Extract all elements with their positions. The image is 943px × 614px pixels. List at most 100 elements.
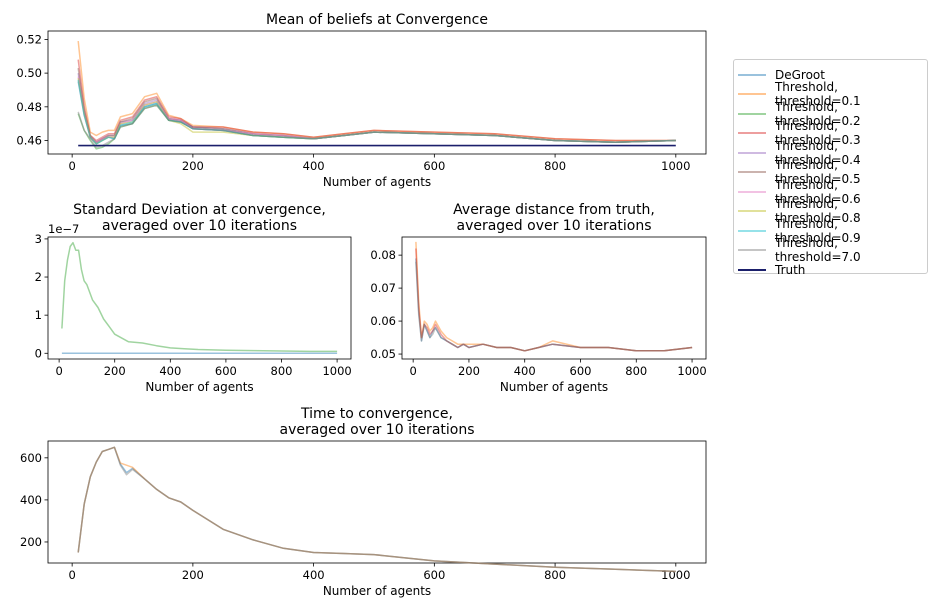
series-line <box>77 81 676 145</box>
y-tick-label: 400 <box>20 493 42 507</box>
legend-item: Threshold, threshold=0.5 <box>738 158 927 186</box>
x-tick-label: 1000 <box>661 568 690 582</box>
y-tick-label: 0.52 <box>16 32 42 46</box>
x-tick-label: 0 <box>409 364 416 378</box>
legend-item: Threshold, threshold=0.8 <box>738 197 927 225</box>
legend-label: Threshold, threshold=0.6 <box>774 177 861 206</box>
x-tick-label: 600 <box>423 159 445 173</box>
legend-item: Threshold, threshold=0.9 <box>738 217 927 245</box>
legend-label: Threshold, threshold=0.3 <box>774 119 861 147</box>
x-tick-label: 1000 <box>661 159 690 173</box>
legend-label: DeGroot <box>775 67 825 82</box>
chart-title: Average distance from truth, <box>453 202 655 218</box>
x-axis-label: Number of agents <box>323 584 431 598</box>
chart-title: averaged over 10 iterations <box>279 422 474 438</box>
legend-label: Threshold, threshold=0.8 <box>774 197 861 225</box>
x-tick-label: 200 <box>458 364 480 378</box>
series-line <box>61 241 338 353</box>
series-line <box>77 41 676 142</box>
legend-item: DeGroot <box>738 65 825 84</box>
x-tick-label: 400 <box>514 364 536 378</box>
axes-frame <box>47 30 707 155</box>
legend-item: Threshold, threshold=7.0 <box>738 236 927 264</box>
legend-swatch <box>738 268 766 271</box>
x-tick-label: 800 <box>544 568 566 582</box>
series-line <box>77 104 676 149</box>
axes-frame <box>47 236 352 360</box>
chart-title: Time to convergence, <box>300 406 453 422</box>
legend-label: Threshold, threshold=0.4 <box>774 138 861 167</box>
x-tick-label: 600 <box>215 364 237 378</box>
x-tick-label: 1000 <box>677 364 706 378</box>
legend-item: Threshold, threshold=0.2 <box>738 100 927 128</box>
axes-frame <box>47 440 707 564</box>
series-line <box>77 446 676 573</box>
legend-item: Threshold, threshold=0.1 <box>738 80 927 108</box>
series-line <box>77 446 676 573</box>
legend-label: Threshold, threshold=0.1 <box>774 80 861 108</box>
x-tick-label: 1000 <box>322 364 351 378</box>
x-tick-label: 0 <box>68 568 75 582</box>
legend-swatch <box>738 190 766 193</box>
series-line <box>415 248 693 352</box>
x-tick-label: 400 <box>303 159 325 173</box>
legend-swatch <box>738 112 766 115</box>
y-tick-label: 0 <box>35 346 42 360</box>
legend-label: Threshold, threshold=0.5 <box>774 158 861 186</box>
y-tick-label: 0.46 <box>16 134 42 148</box>
series-line <box>77 79 676 145</box>
legend-swatch <box>738 210 766 212</box>
y-tick-label: 0.08 <box>370 248 396 262</box>
legend-label: Truth <box>775 262 806 277</box>
x-axis-label: Number of agents <box>500 380 608 394</box>
legend-swatch <box>738 73 766 76</box>
legend-swatch <box>738 151 766 154</box>
legend-label: Threshold, threshold=0.9 <box>774 216 861 245</box>
legend-swatch <box>738 229 766 232</box>
x-axis-label: Number of agents <box>145 380 253 394</box>
y-tick-label: 200 <box>20 535 42 549</box>
y-tick-label: 0.48 <box>16 100 42 114</box>
x-tick-label: 200 <box>182 568 204 582</box>
x-tick-label: 800 <box>544 159 566 173</box>
series-line <box>415 258 693 352</box>
legend-label: Threshold, threshold=0.2 <box>774 99 861 128</box>
x-tick-label: 0 <box>55 364 62 378</box>
series-line <box>77 446 676 573</box>
legend-item: Truth <box>738 260 805 279</box>
x-tick-label: 600 <box>423 568 445 582</box>
axis-offset-text: 1e−7 <box>48 222 79 236</box>
y-tick-label: 0.50 <box>16 66 42 80</box>
legend-swatch <box>738 171 766 173</box>
series-line <box>415 241 693 352</box>
series-line <box>77 76 676 143</box>
chart-title: Standard Deviation at convergence, <box>73 202 326 218</box>
chart-title: Mean of beliefs at Convergence <box>266 12 488 28</box>
legend-swatch <box>738 249 766 251</box>
y-tick-label: 0.05 <box>370 347 396 361</box>
x-axis-label: Number of agents <box>323 175 431 189</box>
x-tick-label: 0 <box>68 159 75 173</box>
y-tick-label: 1 <box>35 308 42 322</box>
y-tick-label: 0.06 <box>370 314 396 328</box>
y-tick-label: 2 <box>35 270 42 284</box>
legend-label: Threshold, threshold=7.0 <box>774 236 861 264</box>
y-tick-label: 600 <box>20 451 42 465</box>
series-line <box>77 59 676 142</box>
series-line <box>77 72 676 143</box>
series-line <box>77 67 676 143</box>
x-tick-label: 600 <box>570 364 592 378</box>
series-line <box>415 261 693 352</box>
chart-title: averaged over 10 iterations <box>102 218 297 234</box>
x-tick-label: 400 <box>159 364 181 378</box>
axes-frame <box>401 236 707 360</box>
x-tick-label: 200 <box>104 364 126 378</box>
legend-item: Threshold, threshold=0.4 <box>738 139 927 167</box>
x-tick-label: 400 <box>303 568 325 582</box>
x-tick-label: 200 <box>182 159 204 173</box>
series-line <box>77 78 676 145</box>
x-tick-label: 800 <box>271 364 293 378</box>
legend-item: Threshold, threshold=0.6 <box>738 178 927 206</box>
legend: DeGroot Threshold, threshold=0.1 Thresho… <box>733 59 928 277</box>
